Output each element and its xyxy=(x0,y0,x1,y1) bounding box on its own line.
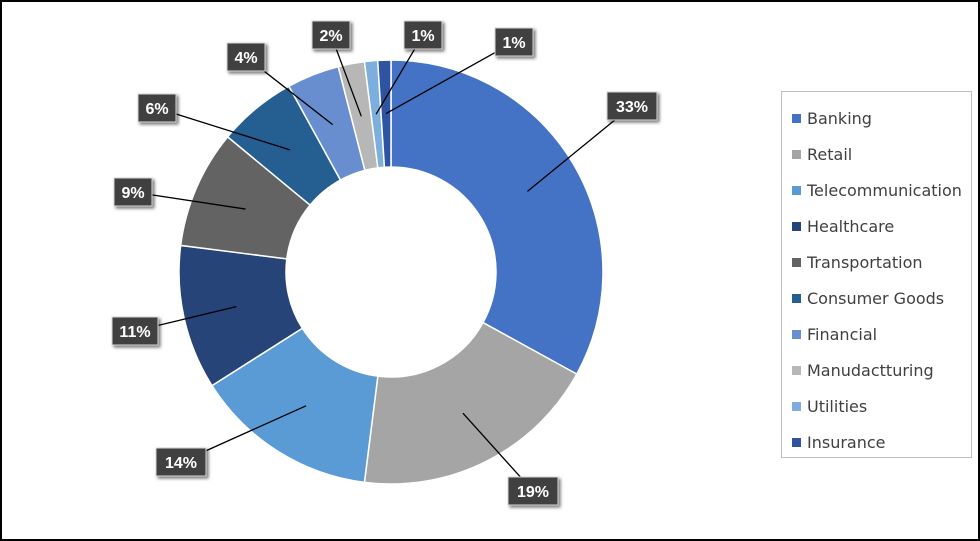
data-label-box-utilities xyxy=(403,20,443,50)
data-label-text-telecommunication: 14% xyxy=(165,455,197,472)
data-label-banking: 33% xyxy=(606,91,658,121)
legend-item-manudactturing: Manudactturing xyxy=(792,352,971,388)
slice-retail xyxy=(363,321,578,485)
legend-swatch xyxy=(792,149,801,159)
data-label-financial: 4% xyxy=(226,42,266,72)
legend: Banking Retail Telecommunication Healthcare… xyxy=(781,91,972,458)
data-label-healthcare: 11% xyxy=(111,316,159,346)
legend-label: Banking xyxy=(807,108,872,128)
legend-label: Healthcare xyxy=(807,216,895,236)
data-label-text-transportation: 9% xyxy=(121,185,144,202)
slice-telecommunication xyxy=(210,327,379,484)
legend-item-financial: Financial xyxy=(792,316,971,352)
legend-item-retail: Retail xyxy=(792,136,971,172)
data-label-text-consumer-goods: 6% xyxy=(145,101,168,118)
legend-label: Manudactturing xyxy=(807,360,934,380)
data-label-text-financial: 4% xyxy=(234,50,257,67)
data-label-box-insurance xyxy=(494,27,534,57)
data-label-box-manudactturing xyxy=(311,20,351,50)
legend-swatch xyxy=(792,221,801,231)
data-label-utilities: 1% xyxy=(403,20,443,50)
legend-item-consumer-goods: Consumer Goods xyxy=(792,280,971,316)
data-label-box-financial xyxy=(226,42,266,72)
data-label-text-banking: 33% xyxy=(616,99,648,116)
data-label-telecommunication: 14% xyxy=(155,447,207,477)
legend-label: Financial xyxy=(807,324,878,344)
data-label-text-healthcare: 11% xyxy=(119,324,150,341)
legend-item-utilities: Utilities xyxy=(792,388,971,424)
data-label-retail: 19% xyxy=(507,476,559,506)
data-label-text-retail: 19% xyxy=(517,484,549,501)
data-label-transportation: 9% xyxy=(113,177,153,207)
slice-banking xyxy=(390,59,604,376)
legend-swatch xyxy=(792,365,801,375)
data-label-box-banking xyxy=(606,91,658,121)
data-label-text-manudactturing: 2% xyxy=(319,28,342,45)
legend-label: Retail xyxy=(807,144,853,164)
legend-item-telecommunication: Telecommunication xyxy=(792,172,971,208)
data-label-box-healthcare xyxy=(111,316,159,346)
legend-swatch xyxy=(792,113,801,123)
legend-swatch xyxy=(792,437,801,447)
legend-label: Utilities xyxy=(807,396,868,416)
legend-swatch xyxy=(792,293,801,303)
leader-line-insurance xyxy=(385,41,515,115)
data-label-box-consumer-goods xyxy=(137,93,177,123)
data-label-box-telecommunication xyxy=(155,447,207,477)
data-label-text-utilities: 1% xyxy=(411,28,434,45)
legend-item-banking: Banking xyxy=(792,100,971,136)
legend-item-transportation: Transportation xyxy=(792,244,971,280)
data-label-manudactturing: 2% xyxy=(311,20,351,50)
legend-swatch xyxy=(792,401,801,411)
data-label-insurance: 1% xyxy=(494,27,534,57)
data-label-text-insurance: 1% xyxy=(502,35,525,52)
legend-item-healthcare: Healthcare xyxy=(792,208,971,244)
data-label-consumer-goods: 6% xyxy=(137,93,177,123)
legend-swatch xyxy=(792,185,801,195)
legend-swatch xyxy=(792,329,801,339)
legend-label: Telecommunication xyxy=(807,180,962,200)
legend-item-insurance: Insurance xyxy=(792,424,971,460)
legend-label: Insurance xyxy=(807,432,886,452)
legend-label: Consumer Goods xyxy=(807,288,945,308)
legend-swatch xyxy=(792,257,801,267)
legend-label: Transportation xyxy=(807,252,923,272)
data-label-box-retail xyxy=(507,476,559,506)
data-label-box-transportation xyxy=(113,177,153,207)
slice-insurance xyxy=(376,59,392,169)
leader-line-consumer-goods xyxy=(156,107,291,151)
